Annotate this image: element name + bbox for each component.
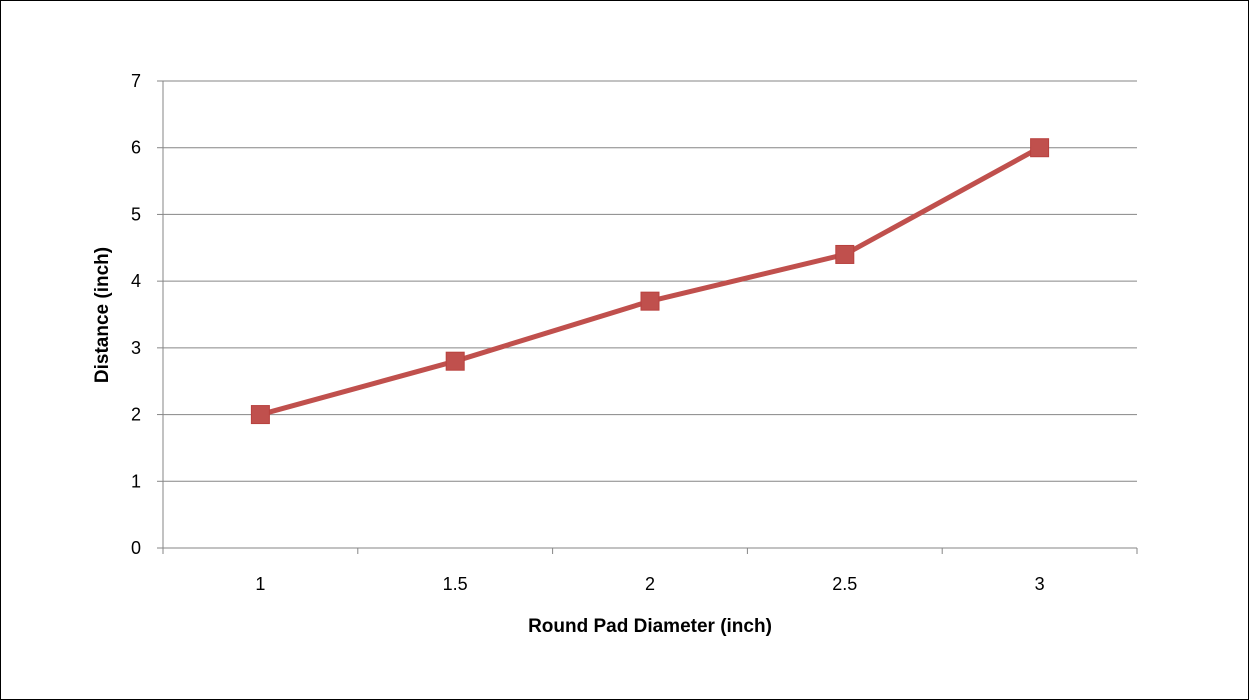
data-series bbox=[250, 138, 1050, 425]
data-point-marker bbox=[835, 244, 855, 264]
y-tick-label: 7 bbox=[131, 71, 141, 91]
gridlines bbox=[163, 80, 1137, 482]
data-point-marker bbox=[445, 351, 465, 371]
y-tick-label: 6 bbox=[131, 138, 141, 158]
data-point-marker bbox=[250, 405, 270, 425]
y-tick-label: 3 bbox=[131, 338, 141, 358]
x-tick-label: 1 bbox=[255, 574, 265, 594]
y-tick-label: 4 bbox=[131, 271, 141, 291]
data-point-marker bbox=[640, 291, 660, 311]
x-tick-label: 1.5 bbox=[443, 574, 468, 594]
x-tick-label: 3 bbox=[1035, 574, 1045, 594]
data-point-marker bbox=[1030, 138, 1050, 158]
y-axis-title: Distance (inch) bbox=[92, 247, 113, 383]
x-tick-label: 2.5 bbox=[832, 574, 857, 594]
y-tick-label: 2 bbox=[131, 405, 141, 425]
x-axis-title: Round Pad Diameter (inch) bbox=[528, 616, 772, 637]
y-tick-label: 1 bbox=[131, 471, 141, 491]
y-tick-labels: 0 1 2 3 4 5 6 7 bbox=[131, 71, 141, 558]
y-tick-label: 0 bbox=[131, 538, 141, 558]
axes bbox=[157, 80, 1138, 554]
x-tick-label: 2 bbox=[645, 574, 655, 594]
x-tick-labels: 1 1.5 2 2.5 3 bbox=[255, 574, 1044, 594]
y-tick-label: 5 bbox=[131, 204, 141, 224]
